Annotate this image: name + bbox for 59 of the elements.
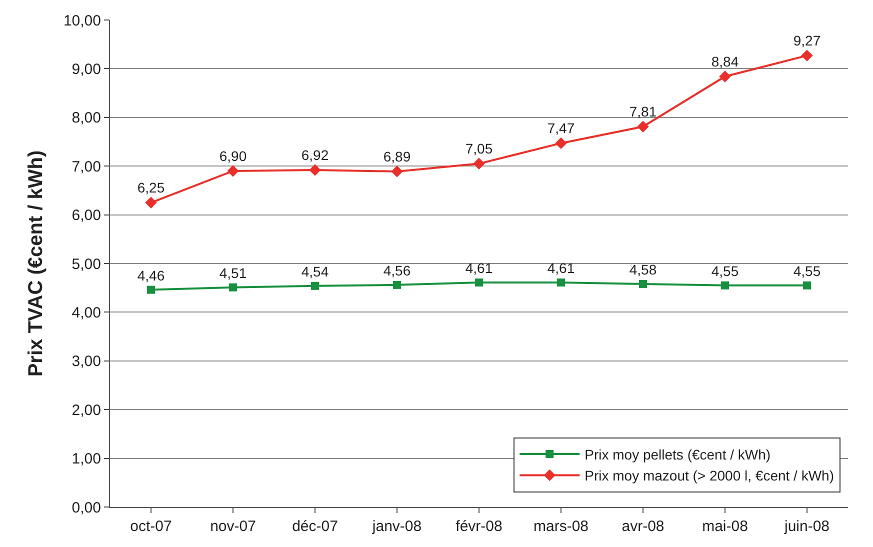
data-label: 6,90 — [219, 148, 247, 164]
legend-label: Prix moy pellets (€cent / kWh) — [584, 446, 771, 462]
point — [311, 282, 319, 290]
x-tick-label: mars-08 — [533, 518, 589, 535]
y-tick-label: 5,00 — [72, 256, 101, 273]
data-label: 4,56 — [383, 262, 411, 278]
y-tick-label: 6,00 — [72, 207, 101, 224]
point — [721, 281, 729, 290]
point — [475, 278, 483, 286]
data-label: 4,61 — [465, 260, 493, 276]
data-label: 4,46 — [137, 267, 165, 284]
data-label: 6,92 — [301, 146, 329, 163]
y-tick-label: 7,00 — [72, 158, 101, 176]
point — [145, 196, 157, 208]
point — [719, 70, 731, 82]
point — [393, 280, 401, 289]
y-tick-label: 8,00 — [72, 110, 101, 127]
data-label: 4,61 — [547, 260, 575, 276]
legend-label: Prix moy mazout (> 2000 l, €cent / kWh) — [584, 468, 834, 484]
point — [227, 165, 239, 177]
x-tick-label: avr-08 — [622, 518, 664, 535]
point — [803, 281, 811, 290]
point — [637, 120, 649, 132]
point — [309, 164, 321, 176]
data-label: 4,55 — [793, 262, 821, 279]
point — [555, 137, 567, 150]
x-tick-label: déc-07 — [292, 518, 338, 535]
x-tick-label: mai-08 — [702, 518, 748, 535]
point — [473, 158, 485, 170]
point — [557, 278, 565, 286]
y-tick-label: 4,00 — [72, 304, 101, 322]
point — [147, 286, 155, 294]
data-label: 9,27 — [793, 32, 821, 48]
x-tick-label: nov-07 — [210, 518, 256, 535]
data-label: 4,51 — [219, 264, 247, 281]
point — [639, 280, 647, 288]
y-tick-label: 2,00 — [72, 402, 101, 419]
data-label: 6,25 — [137, 180, 165, 196]
point — [801, 50, 813, 62]
data-label: 4,58 — [629, 261, 657, 278]
y-axis-title: Prix TVAC (€cent / kWh) — [24, 150, 47, 377]
x-tick-label: janv-08 — [371, 518, 422, 535]
y-tick-label: 0,00 — [72, 499, 101, 516]
data-label: 4,54 — [301, 263, 329, 280]
data-label: 8,84 — [711, 53, 739, 70]
data-label: 6,89 — [383, 148, 411, 164]
data-label: 7,05 — [465, 140, 493, 157]
x-tick-label: juin-08 — [783, 518, 830, 535]
data-label: 7,47 — [547, 120, 575, 136]
point — [229, 283, 237, 292]
data-label: 7,81 — [629, 104, 657, 120]
y-tick-label: 9,00 — [72, 60, 101, 78]
y-tick-label: 3,00 — [72, 353, 101, 370]
x-tick-label: oct-07 — [130, 518, 172, 535]
data-label: 4,55 — [711, 262, 739, 279]
x-tick-label: févr-08 — [456, 518, 502, 535]
point — [391, 166, 403, 178]
y-tick-label: 1,00 — [72, 450, 101, 468]
y-tick-label: 10,00 — [63, 12, 101, 30]
